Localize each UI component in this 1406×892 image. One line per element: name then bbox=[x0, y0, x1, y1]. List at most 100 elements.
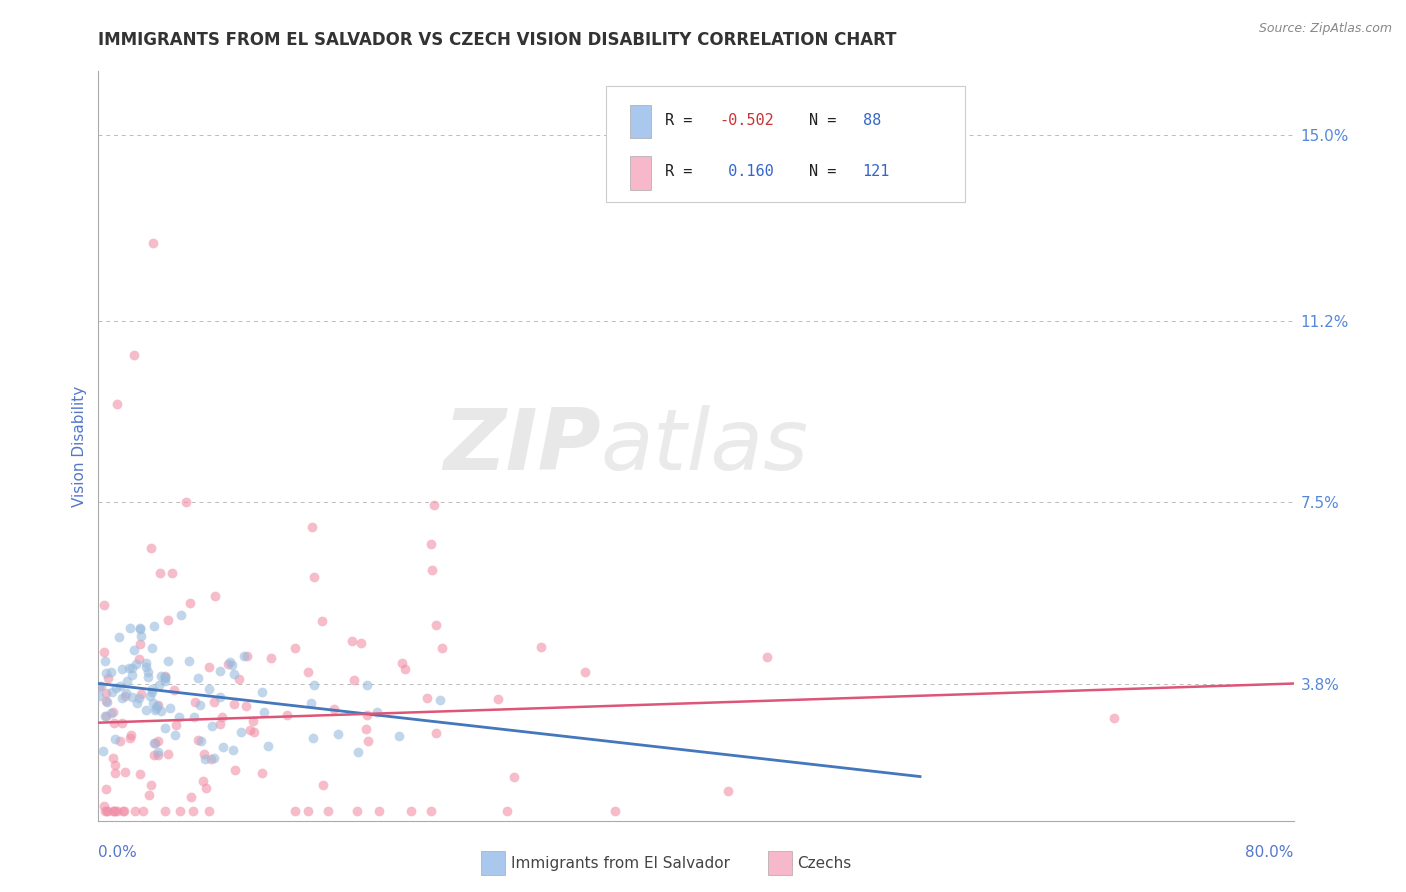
Point bbox=[118, 661, 141, 675]
Point bbox=[188, 698, 211, 713]
Point bbox=[388, 729, 411, 743]
Point bbox=[143, 736, 166, 750]
Point bbox=[125, 657, 148, 671]
Point bbox=[89, 681, 111, 695]
Point bbox=[94, 686, 117, 700]
Text: Source: ZipAtlas.com: Source: ZipAtlas.com bbox=[1258, 22, 1392, 36]
Point bbox=[138, 789, 160, 803]
Point bbox=[184, 695, 207, 709]
Point bbox=[105, 397, 128, 411]
Text: 0.160: 0.160 bbox=[720, 164, 775, 179]
Point bbox=[100, 665, 122, 680]
Point bbox=[149, 669, 172, 683]
Point bbox=[423, 498, 446, 512]
Point bbox=[121, 690, 143, 704]
Point bbox=[135, 703, 157, 717]
Point bbox=[159, 701, 181, 715]
Point bbox=[111, 690, 134, 705]
Point bbox=[139, 689, 162, 703]
Point bbox=[322, 702, 344, 716]
Point bbox=[357, 734, 380, 748]
Point bbox=[603, 804, 626, 818]
Point bbox=[198, 659, 221, 673]
Point bbox=[190, 734, 212, 748]
Point bbox=[201, 718, 224, 732]
Point bbox=[194, 751, 217, 765]
Text: 80.0%: 80.0% bbox=[1246, 845, 1294, 860]
Point bbox=[260, 651, 283, 665]
Point bbox=[354, 722, 377, 736]
Point bbox=[129, 623, 152, 637]
Point bbox=[229, 724, 252, 739]
Point bbox=[163, 683, 186, 698]
Point bbox=[194, 780, 217, 795]
Point bbox=[193, 747, 215, 762]
Point bbox=[141, 541, 163, 555]
Point bbox=[93, 798, 115, 813]
Point bbox=[129, 687, 152, 701]
Point bbox=[236, 648, 259, 663]
Point bbox=[503, 771, 526, 785]
Point bbox=[87, 689, 110, 703]
Point bbox=[367, 804, 389, 818]
Point bbox=[128, 691, 150, 706]
Point bbox=[121, 661, 143, 675]
Point bbox=[165, 718, 187, 732]
Point bbox=[425, 618, 447, 632]
Text: ZIP: ZIP bbox=[443, 404, 600, 488]
Point bbox=[170, 608, 193, 623]
Y-axis label: Vision Disability: Vision Disability bbox=[72, 385, 87, 507]
Point bbox=[342, 673, 364, 687]
Point bbox=[429, 693, 451, 707]
Text: R =: R = bbox=[665, 113, 702, 128]
Point bbox=[399, 804, 422, 818]
Point bbox=[96, 804, 118, 818]
FancyBboxPatch shape bbox=[630, 104, 651, 138]
Point bbox=[486, 692, 509, 706]
Point bbox=[186, 671, 208, 685]
Point bbox=[228, 672, 250, 686]
Point bbox=[153, 669, 176, 683]
Point bbox=[218, 656, 240, 670]
Point bbox=[242, 714, 264, 728]
Point bbox=[141, 641, 163, 656]
Point bbox=[129, 637, 152, 651]
Point bbox=[416, 691, 439, 706]
Text: 88: 88 bbox=[863, 113, 882, 128]
Point bbox=[135, 656, 157, 670]
Point bbox=[153, 721, 176, 735]
Point bbox=[111, 715, 134, 730]
Text: Immigrants from El Salvador: Immigrants from El Salvador bbox=[510, 855, 730, 871]
Point bbox=[101, 751, 124, 765]
Point bbox=[153, 671, 176, 685]
Point bbox=[198, 804, 221, 818]
Point bbox=[101, 804, 124, 818]
Point bbox=[328, 727, 350, 741]
Point bbox=[391, 656, 413, 670]
Point bbox=[93, 645, 115, 659]
Point bbox=[141, 778, 163, 792]
Point bbox=[117, 673, 139, 688]
Point bbox=[118, 731, 141, 746]
Point bbox=[394, 662, 416, 676]
Point bbox=[420, 563, 443, 577]
Point bbox=[100, 684, 122, 698]
Point bbox=[115, 686, 138, 700]
Point bbox=[208, 690, 231, 704]
Point bbox=[156, 747, 179, 761]
Point bbox=[96, 695, 118, 709]
Point bbox=[420, 804, 443, 818]
Point bbox=[141, 681, 163, 696]
Point bbox=[180, 790, 202, 805]
Point bbox=[187, 733, 209, 747]
Point bbox=[128, 652, 150, 666]
Text: IMMIGRANTS FROM EL SALVADOR VS CZECH VISION DISABILITY CORRELATION CHART: IMMIGRANTS FROM EL SALVADOR VS CZECH VIS… bbox=[98, 31, 897, 49]
Point bbox=[209, 717, 232, 731]
Point bbox=[131, 629, 153, 643]
Point bbox=[149, 566, 172, 581]
Point bbox=[93, 599, 115, 613]
Point bbox=[96, 708, 118, 723]
Point bbox=[148, 678, 170, 692]
Point bbox=[103, 804, 125, 818]
Point bbox=[104, 804, 127, 818]
